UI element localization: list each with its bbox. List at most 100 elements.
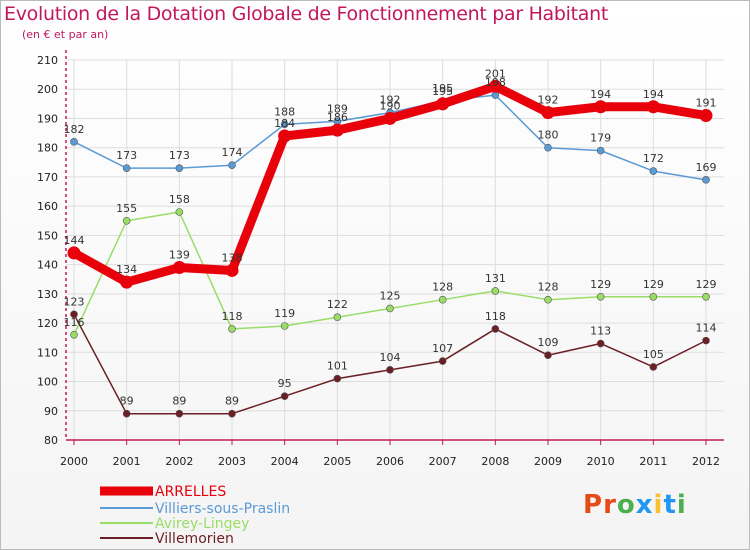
data-label: 201 [485, 67, 506, 80]
data-point [70, 138, 78, 146]
data-point [67, 246, 81, 260]
data-point [225, 263, 239, 277]
data-label: 118 [222, 310, 243, 323]
data-point [491, 325, 500, 333]
data-label: 139 [169, 249, 190, 262]
data-point [702, 336, 710, 345]
y-tick-label: 80 [44, 434, 58, 447]
y-tick-label: 190 [37, 112, 58, 125]
x-tick-label: 2000 [60, 455, 88, 468]
data-point [702, 292, 710, 301]
x-tick-label: 2010 [587, 455, 615, 468]
x-tick-label: 2002 [165, 455, 193, 468]
x-tick-label: 2001 [113, 455, 141, 468]
data-point [278, 129, 292, 143]
data-label: 194 [643, 88, 664, 101]
series-layer [67, 79, 713, 418]
data-label: 95 [278, 377, 292, 390]
data-point [702, 176, 710, 184]
x-tick-label: 2004 [271, 455, 299, 468]
data-label: 158 [169, 193, 190, 206]
data-label: 155 [116, 202, 137, 215]
y-tick-label: 100 [37, 376, 58, 389]
data-point [649, 363, 658, 371]
data-point [438, 295, 447, 304]
data-point [175, 409, 184, 418]
proxiti-logo: Proxiti [583, 490, 687, 520]
legend-label: Villemorien [155, 531, 234, 547]
data-label: 195 [432, 82, 453, 95]
data-point [122, 164, 131, 172]
x-tick-label: 2011 [639, 455, 667, 468]
x-tick-label: 2003 [218, 455, 246, 468]
data-label: 174 [222, 146, 243, 159]
data-point [544, 351, 552, 360]
x-tick-label: 2009 [534, 455, 562, 468]
data-point [436, 97, 450, 111]
data-point [544, 143, 552, 152]
y-tick-label: 90 [44, 405, 58, 418]
data-point [175, 208, 184, 216]
data-point [649, 292, 658, 301]
data-label: 180 [538, 129, 559, 142]
data-point [596, 339, 605, 348]
chart-subtitle: (en € et par an) [22, 28, 109, 41]
data-label: 104 [380, 351, 401, 364]
data-label: 144 [64, 234, 85, 247]
y-tick-label: 200 [37, 83, 58, 96]
data-label: 118 [485, 310, 506, 323]
logo-letter: i [676, 490, 687, 520]
data-point [541, 106, 555, 120]
data-point [333, 374, 342, 383]
x-tick-label: 2012 [692, 455, 720, 468]
data-label: 169 [696, 161, 717, 174]
data-label: 128 [432, 281, 453, 294]
data-label: 190 [380, 99, 401, 112]
chart-title: Evolution de la Dotation Globale de Fonc… [4, 3, 609, 25]
data-label: 119 [274, 307, 295, 320]
data-point [228, 409, 236, 418]
data-point [172, 261, 186, 275]
data-point [333, 313, 342, 322]
y-tick-label: 120 [37, 317, 58, 330]
x-tick-label: 2005 [323, 455, 351, 468]
data-label: 179 [590, 132, 611, 145]
data-point [280, 120, 289, 129]
data-label: 182 [64, 123, 85, 136]
data-label: 192 [380, 94, 401, 107]
logo-letter: t [663, 490, 677, 520]
data-point [70, 330, 78, 339]
data-label: 198 [485, 76, 506, 89]
data-label: 129 [590, 278, 611, 291]
data-point [330, 123, 344, 137]
y-tick-label: 140 [37, 259, 58, 272]
y-tick-label: 110 [37, 346, 58, 359]
data-label: 89 [172, 395, 186, 408]
data-point [649, 167, 658, 175]
data-label: 89 [120, 395, 134, 408]
data-label: 122 [327, 298, 348, 311]
x-tick-label: 2006 [376, 455, 404, 468]
data-label: 195 [432, 85, 453, 98]
data-point [596, 146, 605, 155]
legend: ARRELLESVilliers-sous-PraslinAvirey-Ling… [100, 484, 290, 547]
data-point [491, 287, 500, 295]
data-label: 109 [538, 336, 559, 349]
data-label: 173 [116, 149, 137, 162]
data-label: 123 [64, 295, 85, 308]
logo-letter: o [616, 490, 636, 520]
logo-letter: P [583, 490, 604, 520]
legend-label: Villiers-sous-Praslin [155, 501, 290, 517]
data-point [438, 357, 447, 365]
data-point [175, 164, 184, 172]
data-point [122, 216, 131, 225]
logo-letter: i [653, 490, 664, 520]
data-label: 192 [538, 94, 559, 107]
data-point [228, 325, 236, 333]
y-tick-label: 170 [37, 171, 58, 184]
y-tick-label: 150 [37, 229, 58, 242]
data-label: 128 [538, 281, 559, 294]
data-point [646, 100, 660, 114]
